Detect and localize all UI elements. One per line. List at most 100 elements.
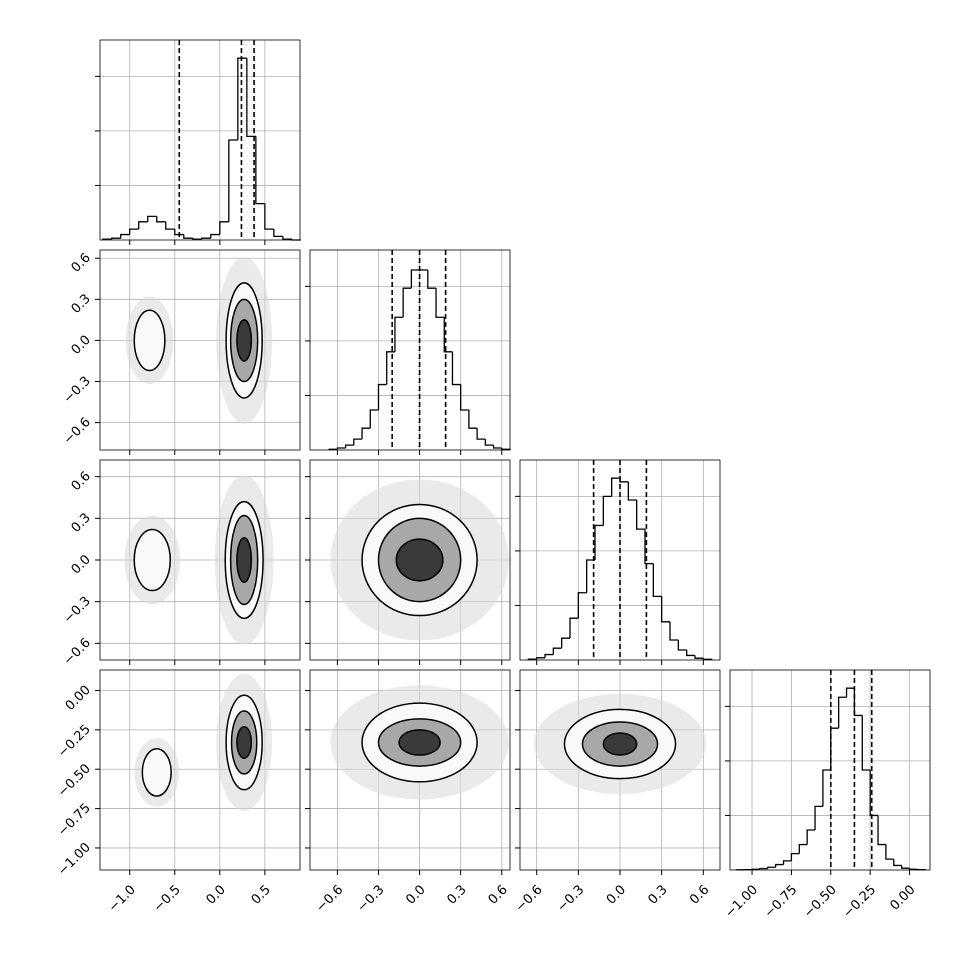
histogram-bin bbox=[586, 559, 595, 593]
histogram-bin bbox=[344, 444, 354, 448]
histogram-bin bbox=[611, 477, 620, 497]
y-tick-label: −0.75 bbox=[55, 801, 94, 840]
histogram-bin bbox=[782, 860, 792, 865]
histogram-bin bbox=[219, 221, 229, 235]
contour bbox=[141, 747, 172, 797]
contour bbox=[398, 729, 441, 756]
histogram-bin bbox=[174, 229, 184, 236]
histogram-bin bbox=[861, 715, 871, 771]
y-tick-label: 0.0 bbox=[69, 333, 94, 358]
histogram-bin bbox=[885, 844, 894, 860]
histogram-bin bbox=[451, 351, 461, 386]
x-tick-label: −0.6 bbox=[513, 882, 546, 915]
y-tick-label: 0.00 bbox=[63, 683, 94, 714]
y-tick-label: −0.6 bbox=[61, 415, 94, 448]
panel-frame bbox=[99, 669, 301, 871]
histogram-bin bbox=[476, 428, 486, 440]
histogram-bin bbox=[273, 229, 283, 238]
histogram-bin bbox=[369, 409, 379, 429]
y-tick-label: 0.3 bbox=[69, 511, 94, 536]
histogram-bin bbox=[192, 238, 202, 240]
panel-frame bbox=[99, 459, 301, 661]
panel-frame bbox=[519, 459, 721, 661]
x-tick-label: 0.00 bbox=[887, 882, 918, 913]
histogram-bin bbox=[669, 621, 679, 641]
histogram-bin bbox=[652, 563, 662, 598]
histogram-bin bbox=[246, 58, 256, 138]
histogram-bin bbox=[577, 592, 587, 619]
histogram-bin bbox=[775, 863, 784, 868]
histogram-bin bbox=[877, 815, 886, 846]
histogram-bin bbox=[492, 445, 502, 449]
histogram-bin bbox=[386, 351, 395, 385]
x-tick-label: 0.5 bbox=[249, 882, 274, 907]
y-tick-label: 0.0 bbox=[69, 552, 94, 577]
y-tick-label: 0.3 bbox=[69, 292, 94, 317]
panel-frame bbox=[519, 669, 721, 871]
histogram-bin bbox=[636, 500, 645, 530]
histogram-bin bbox=[806, 829, 816, 845]
histogram-bin bbox=[353, 438, 363, 446]
x-tick-label: 0.3 bbox=[444, 882, 469, 907]
histogram-bin bbox=[627, 481, 637, 501]
contour bbox=[133, 309, 166, 372]
contour bbox=[133, 528, 172, 592]
histogram-bin bbox=[484, 439, 494, 446]
histogram-bin bbox=[264, 203, 274, 230]
histogram-bin bbox=[201, 237, 211, 240]
histogram-bin bbox=[552, 647, 562, 655]
histogram-bin bbox=[790, 852, 800, 861]
histogram-bin bbox=[814, 805, 823, 830]
histogram-bin bbox=[869, 770, 879, 817]
histogram-bin bbox=[838, 696, 847, 729]
panel-frame bbox=[729, 669, 931, 871]
histogram-bin bbox=[468, 410, 478, 429]
x-tick-label: −0.6 bbox=[314, 882, 347, 915]
histogram-bin bbox=[228, 139, 238, 222]
histogram-bin bbox=[336, 447, 346, 450]
contour bbox=[395, 538, 444, 582]
histogram-bin bbox=[255, 136, 265, 205]
histogram-bin bbox=[377, 383, 387, 410]
x-tick-label: 0.0 bbox=[604, 882, 629, 907]
histogram-bin bbox=[619, 478, 629, 483]
histogram-bin bbox=[394, 316, 404, 352]
density-panel bbox=[125, 256, 273, 424]
panel-frame bbox=[99, 249, 301, 451]
contour bbox=[236, 725, 253, 759]
x-tick-label: −1.00 bbox=[722, 882, 761, 921]
histogram-bin bbox=[410, 269, 420, 289]
histogram-bin bbox=[183, 234, 193, 239]
panel-frame bbox=[99, 39, 301, 241]
histogram-bin bbox=[677, 640, 687, 651]
histogram-bin bbox=[845, 687, 855, 698]
histogram-bin bbox=[569, 617, 579, 639]
histogram-bin bbox=[237, 57, 247, 140]
y-tick-label: −0.6 bbox=[61, 636, 94, 669]
x-tick-label: −0.3 bbox=[355, 882, 388, 915]
x-tick-label: −0.3 bbox=[554, 882, 587, 915]
panel-frame bbox=[309, 459, 511, 661]
y-tick-label: −0.3 bbox=[61, 594, 94, 627]
histogram-bin bbox=[661, 596, 670, 623]
panel-frame bbox=[309, 669, 511, 871]
x-tick-label: 0.6 bbox=[486, 882, 511, 907]
density-panel bbox=[330, 685, 509, 800]
y-tick-label: −1.00 bbox=[55, 840, 94, 879]
x-tick-label: −0.5 bbox=[151, 882, 184, 915]
histogram-bin bbox=[798, 843, 808, 854]
histogram-bin bbox=[561, 637, 570, 649]
x-tick-label: −0.75 bbox=[762, 882, 801, 921]
histogram-bin bbox=[138, 221, 148, 230]
histogram-bin bbox=[853, 688, 863, 717]
histogram-bin bbox=[822, 769, 831, 807]
y-tick-label: 0.6 bbox=[69, 250, 94, 275]
density-panel bbox=[124, 475, 274, 645]
histogram-bin bbox=[594, 524, 604, 560]
histogram-bin bbox=[759, 867, 768, 870]
x-tick-label: 0.0 bbox=[204, 882, 229, 907]
histogram-bin bbox=[767, 866, 776, 869]
histogram-bin bbox=[686, 650, 695, 657]
y-tick-label: −0.3 bbox=[61, 374, 94, 407]
histogram-bin bbox=[893, 859, 902, 867]
